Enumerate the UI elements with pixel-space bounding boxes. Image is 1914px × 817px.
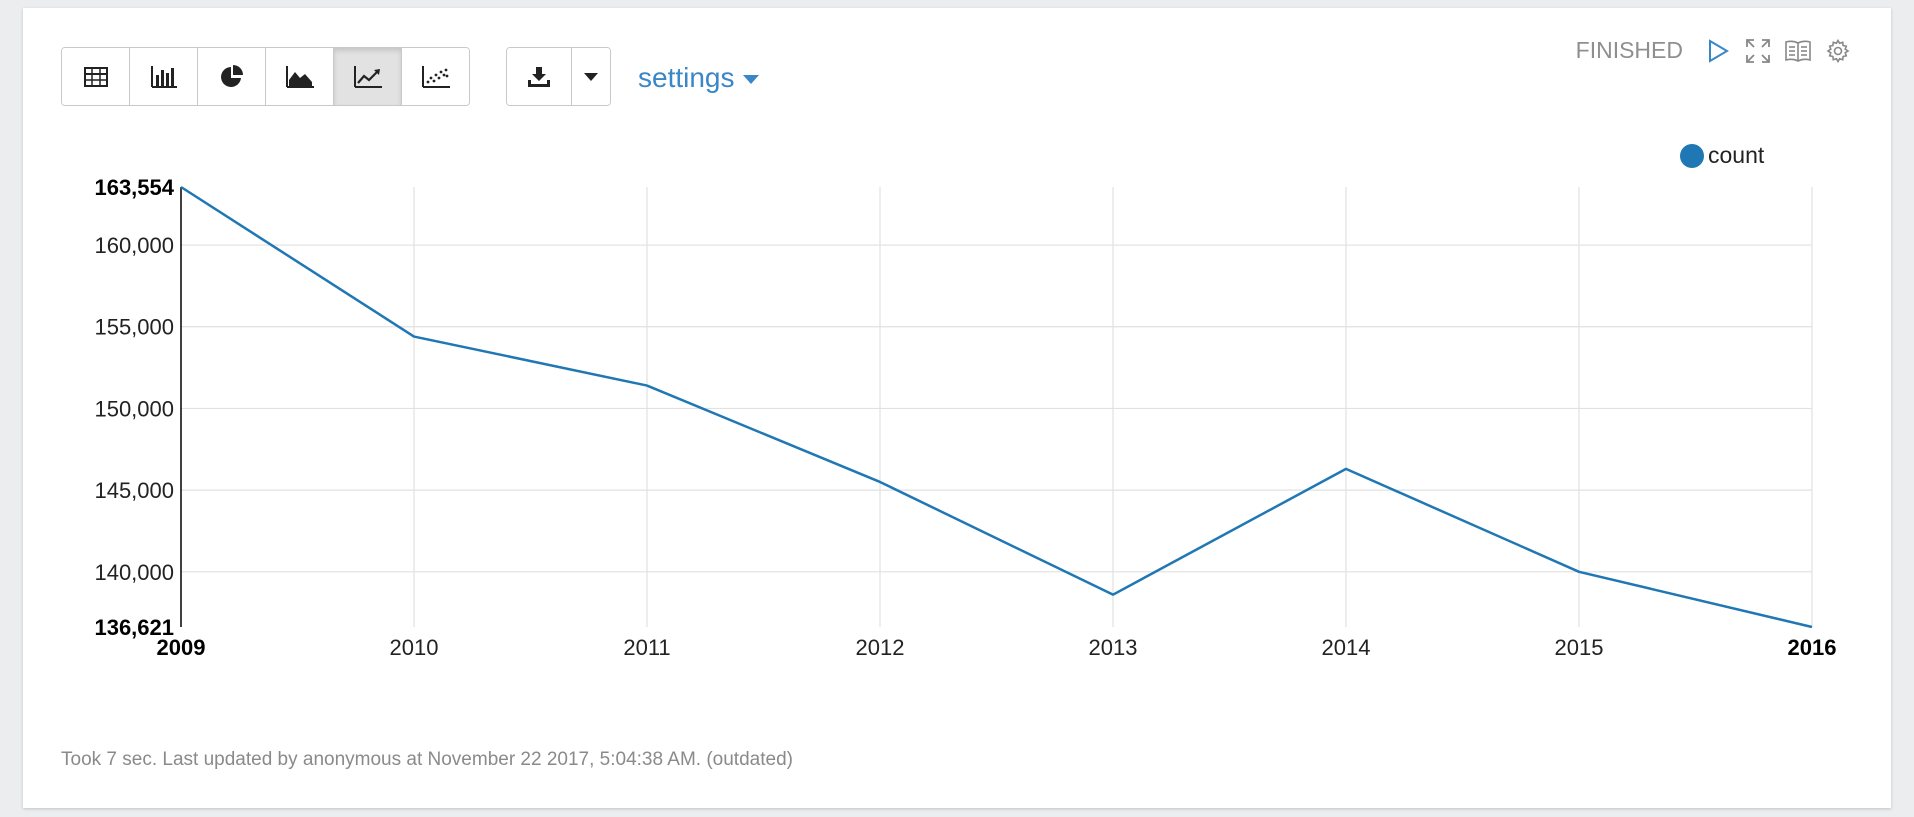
legend-label: count: [1708, 142, 1765, 168]
y-tick-label: 145,000: [94, 478, 174, 503]
caret-down-icon: [742, 74, 759, 84]
pie-chart-icon: [220, 64, 243, 87]
execution-info: Took 7 sec. Last updated by anonymous at…: [61, 749, 793, 770]
x-tick-label: 2010: [390, 635, 439, 660]
run-button[interactable]: [1705, 38, 1731, 64]
area-chart-icon: [285, 65, 314, 88]
legend-swatch: [1680, 143, 1704, 168]
line-chart-button[interactable]: [334, 48, 402, 105]
x-tick-label: 2011: [623, 635, 670, 660]
y-max-label: 163,554: [94, 175, 174, 200]
line-chart: 140,000 145,000 150,000 155,000 160,000 163,5…: [94, 175, 1837, 660]
bar-chart-button[interactable]: [130, 48, 198, 105]
paragraph-settings-button[interactable]: [1825, 38, 1851, 64]
y-min-label: 136,621: [94, 615, 174, 640]
bar-chart-icon: [150, 65, 177, 88]
scatter-chart-icon: [421, 65, 450, 88]
series-line-count[interactable]: [180, 185, 1813, 629]
visualization-toolbar: [61, 47, 470, 106]
y-tick-label: 155,000: [94, 315, 174, 340]
table-view-button[interactable]: [62, 48, 130, 105]
data-point[interactable]: [1106, 588, 1120, 602]
legend-item-count[interactable]: count: [1680, 142, 1764, 169]
paragraph-status-bar: FINISHED: [1576, 37, 1851, 64]
x-tick-label: 2012: [856, 635, 905, 660]
y-tick-label: 160,000: [94, 233, 174, 258]
data-point[interactable]: [1339, 462, 1353, 476]
data-point[interactable]: [407, 330, 421, 344]
settings-toggle[interactable]: settings: [638, 62, 759, 94]
table-icon: [83, 66, 108, 87]
download-toolbar: [506, 47, 611, 106]
x-tick-label: 2009: [157, 635, 206, 660]
y-tick-label: 150,000: [94, 396, 174, 421]
data-point[interactable]: [640, 379, 654, 393]
book-icon: [1785, 40, 1811, 62]
x-tick-label: 2016: [1788, 635, 1837, 660]
data-point[interactable]: [1572, 565, 1586, 579]
x-tick-label: 2014: [1322, 635, 1371, 660]
paragraph-card: settings FINISHED: [23, 8, 1891, 808]
chevron-down-icon: [584, 72, 598, 81]
scatter-chart-button[interactable]: [402, 48, 469, 105]
status-text: FINISHED: [1575, 37, 1683, 63]
data-point[interactable]: [174, 180, 188, 194]
readme-button[interactable]: [1785, 38, 1811, 64]
download-button[interactable]: [507, 48, 572, 105]
expand-icon: [1746, 38, 1770, 63]
y-tick-label: 140,000: [94, 560, 174, 585]
area-chart-button[interactable]: [266, 48, 334, 105]
settings-label: settings: [638, 62, 735, 93]
gear-icon: [1826, 38, 1850, 63]
line-chart-icon: [353, 65, 382, 88]
pie-chart-button[interactable]: [198, 48, 266, 105]
download-icon: [528, 66, 550, 87]
download-options-button[interactable]: [572, 48, 610, 105]
x-tick-label: 2013: [1089, 635, 1138, 660]
x-tick-label: 2015: [1555, 635, 1604, 660]
data-point[interactable]: [1805, 620, 1819, 634]
play-icon: [1709, 38, 1729, 63]
data-point[interactable]: [873, 475, 887, 489]
fullscreen-button[interactable]: [1745, 38, 1771, 64]
